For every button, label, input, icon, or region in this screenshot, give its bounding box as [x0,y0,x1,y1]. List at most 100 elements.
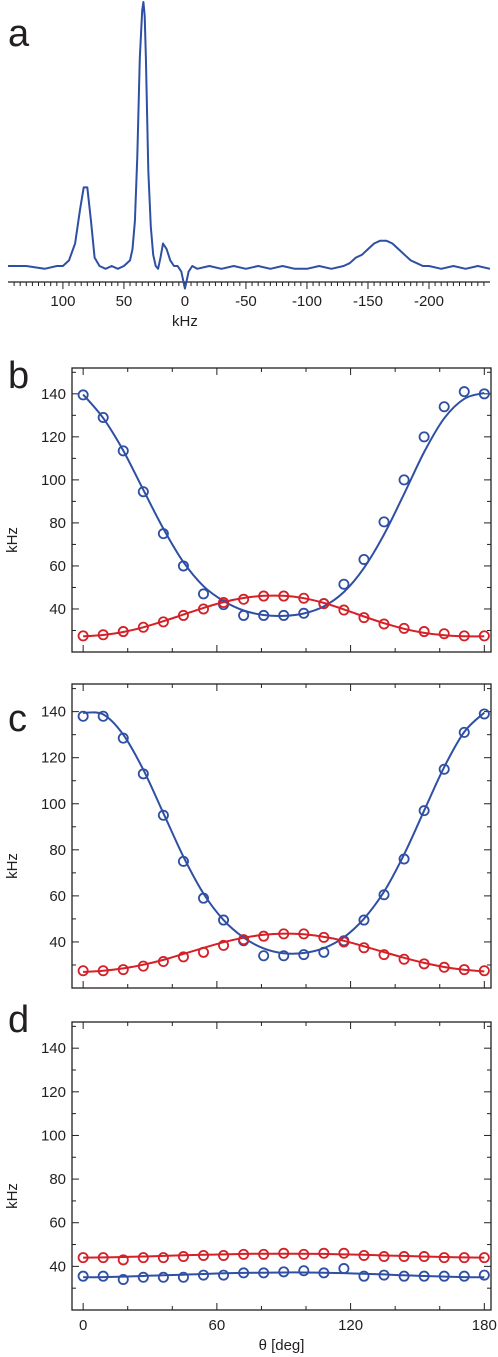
y-tick-label: 80 [49,515,66,532]
red-data-point [197,946,209,958]
y-tick-label: 60 [49,1215,66,1232]
blue-data-point [177,855,189,867]
x-tick-label: 50 [116,293,133,310]
red-data-point [238,593,250,605]
red-data-point [478,630,490,642]
blue-data-point [418,805,430,817]
blue-data-point [258,950,270,962]
blue-data-point [318,1267,330,1279]
blue-data-point [358,1270,370,1282]
angle-panel-b: 40 60 80 100 120 140 kHz [4,367,492,653]
y-axis-label: kHz [4,1183,21,1209]
blue-data-point [137,486,149,498]
red-data-point [218,597,230,609]
blue-data-point [298,607,310,619]
red-data-point [378,1251,390,1263]
y-tick-label: 120 [41,1084,66,1101]
x-tick-label: 180 [472,1317,497,1334]
x-tick-label: -150 [353,293,383,310]
red-data-point [398,953,410,965]
y-tick-label: 60 [49,888,66,905]
red-data-point [258,930,270,942]
red-data-point [338,1247,350,1259]
red-data-point [157,956,169,968]
y-axis-label: kHz [4,527,21,553]
x-tick-label: -100 [292,293,322,310]
red-data-point [97,629,109,641]
red-data-point [358,1249,370,1261]
blue-data-point [458,726,470,738]
red-data-point [137,1252,149,1264]
blue-data-point [398,474,410,486]
red-data-point [438,628,450,640]
red-data-point [298,592,310,604]
blue-data-point [478,1269,490,1281]
blue-data-point [458,1270,470,1282]
red-data-point [458,964,470,976]
blue-data-point [478,388,490,400]
blue-data-point [197,1269,209,1281]
blue-data-point [398,853,410,865]
blue-data-point [298,1265,310,1277]
blue-data-point [378,516,390,528]
plot-frame [71,367,492,653]
red-data-point [358,942,370,954]
y-tick-label: 40 [49,934,66,951]
blue-data-point [177,560,189,572]
y-tick-label: 40 [49,1258,66,1275]
blue-data-point [197,588,209,600]
red-data-point [478,965,490,977]
red-fit-curve [83,932,485,973]
red-data-point [157,616,169,628]
blue-data-point [278,609,290,621]
blue-data-point [278,950,290,962]
y-tick-label: 40 [49,601,66,618]
angle-panel-d: 40 60 80 100 120 140 0 60 120 180 kHz θ [deg] [4,1021,497,1354]
blue-data-point [398,1270,410,1282]
blue-data-point [157,809,169,821]
red-data-point [278,1247,290,1259]
red-data-point [318,598,330,610]
x-tick-label: 0 [79,1317,87,1334]
y-tick-label: 60 [49,558,66,575]
red-data-point [458,1252,470,1264]
x-tick-label: -50 [235,293,257,310]
red-fit-curve [83,1252,485,1259]
blue-fit-curve [83,1271,485,1279]
red-data-point [338,604,350,616]
angle-panel-c: 40 60 80 100 120 140 kHz [4,683,492,989]
panel-label-d: d [8,999,29,1041]
x-axis-label: θ [deg] [259,1337,305,1354]
y-tick-label: 80 [49,1171,66,1188]
x-axis-label: kHz [172,313,198,330]
red-data-point [398,622,410,634]
red-data-point [298,1248,310,1260]
blue-data-point [478,708,490,720]
red-data-point [418,1251,430,1263]
blue-data-point [378,889,390,901]
red-data-point [77,1252,89,1264]
spectrum-panel-a: 100 50 0 -50 -100 -150 -200 kHz [8,1,491,330]
blue-data-point [338,1263,350,1275]
blue-data-point [97,710,109,722]
red-data-point [298,928,310,940]
blue-data-point [137,768,149,780]
red-data-point [438,961,450,973]
blue-data-point [157,1271,169,1283]
y-tick-label: 100 [41,1127,66,1144]
blue-data-point [318,946,330,958]
blue-data-point [97,1270,109,1282]
red-data-point [478,1252,490,1264]
red-data-point [177,951,189,963]
red-data-point [238,934,250,946]
y-axis-label: kHz [4,853,21,879]
red-data-point [438,1252,450,1264]
blue-data-point [238,609,250,621]
red-data-point [97,965,109,977]
blue-data-point [438,763,450,775]
y-tick-label: 140 [41,386,66,403]
red-data-point [318,1247,330,1259]
blue-data-point [197,892,209,904]
y-tick-label: 120 [41,429,66,446]
